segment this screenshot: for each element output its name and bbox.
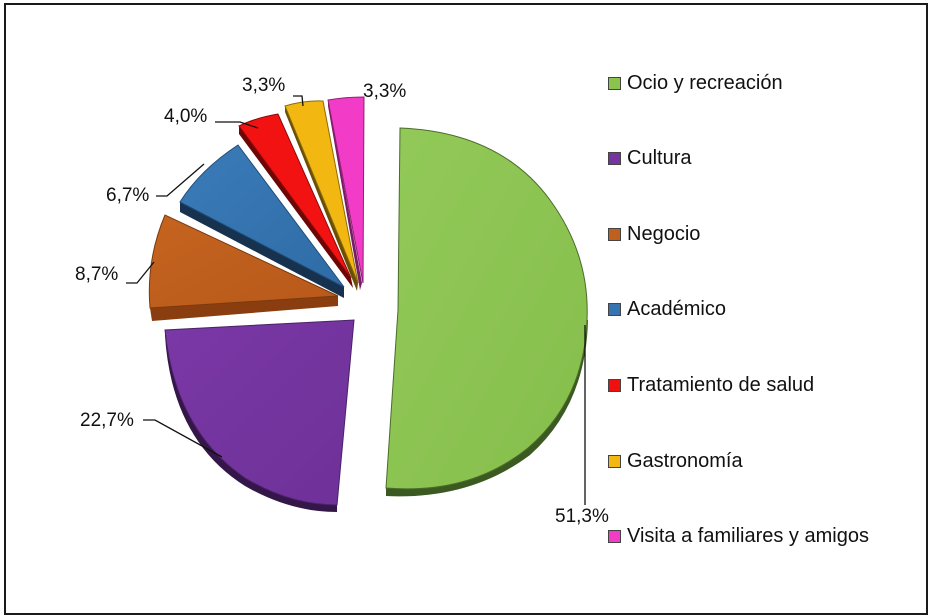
leader-gastronomia — [293, 95, 304, 107]
leader-negocio — [126, 261, 155, 284]
legend-label: Visita a familiares y amigos — [627, 525, 869, 547]
leader-lines — [126, 95, 586, 505]
leader-academico — [156, 163, 205, 197]
slice-ocio[interactable] — [385, 127, 588, 497]
legend-swatch — [608, 378, 621, 392]
leader-salud — [215, 121, 259, 129]
slice-academico[interactable] — [179, 144, 345, 298]
legend-swatch — [608, 454, 621, 468]
legend-item-cultura[interactable]: Cultura — [608, 148, 691, 168]
legend-swatch — [608, 151, 621, 165]
legend-label: Negocio — [627, 223, 701, 245]
slice-gastronomia[interactable] — [284, 100, 359, 291]
legend-label: Cultura — [627, 147, 692, 169]
legend-item-visita[interactable]: Visita a familiares y amigos — [608, 526, 869, 546]
value-label-negocio: 8,7% — [75, 264, 119, 285]
legend-swatch — [608, 302, 621, 316]
value-label-academico: 6,7% — [106, 185, 150, 206]
slice-salud[interactable] — [238, 113, 353, 288]
value-label-cultura: 22,7% — [80, 410, 134, 431]
value-label-salud: 4,0% — [164, 106, 208, 127]
slice-cultura[interactable] — [164, 319, 355, 512]
legend-label: Gastronomía — [627, 450, 743, 472]
leader-cultura — [143, 419, 223, 458]
legend-swatch — [608, 529, 621, 543]
value-label-gastronomia: 3,3% — [242, 75, 286, 96]
legend-item-salud[interactable]: Tratamiento de salud — [608, 375, 814, 395]
slice-negocio[interactable] — [148, 214, 339, 321]
legend-label: Ocio y recreación — [627, 72, 783, 94]
legend-item-gastronomia[interactable]: Gastronomía — [608, 451, 743, 471]
legend-label: Tratamiento de salud — [627, 374, 815, 396]
legend-swatch — [608, 76, 621, 90]
value-label-visita: 3,3% — [363, 81, 407, 102]
legend-item-academico[interactable]: Académico — [608, 299, 726, 319]
slice-visita[interactable] — [327, 96, 365, 290]
legend-item-negocio[interactable]: Negocio — [608, 224, 700, 244]
value-label-ocio: 51,3% — [555, 506, 609, 527]
legend-label: Académico — [627, 298, 726, 320]
legend-item-ocio[interactable]: Ocio y recreación — [608, 73, 783, 93]
legend-swatch — [608, 227, 621, 241]
